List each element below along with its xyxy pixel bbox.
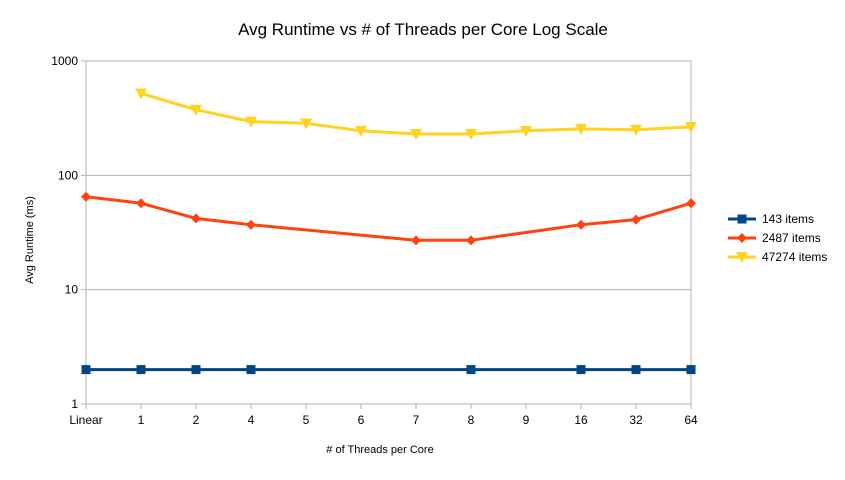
legend-marker — [737, 214, 747, 224]
data-point — [136, 365, 146, 375]
grid-lines — [86, 60, 691, 405]
data-point — [686, 198, 696, 209]
series-0 — [81, 365, 696, 375]
data-point — [191, 213, 201, 224]
data-point — [81, 191, 91, 202]
data-point — [576, 365, 586, 375]
data-point — [355, 125, 367, 137]
legend-label: 143 items — [762, 212, 814, 226]
data-point — [136, 198, 146, 209]
data-point — [686, 365, 696, 375]
legend-entry: 2487 items — [728, 231, 821, 245]
series-2 — [135, 88, 697, 140]
x-tick-label: Linear — [69, 413, 102, 427]
legend-label: 2487 items — [762, 231, 821, 245]
data-point — [191, 365, 201, 375]
data-point — [411, 235, 421, 246]
series-line — [85, 195, 692, 242]
x-axis-label: # of Threads per Core — [326, 444, 433, 456]
legend-marker — [736, 252, 748, 263]
data-point — [81, 365, 91, 375]
data-point — [631, 365, 641, 375]
data-point — [576, 219, 586, 230]
data-point — [575, 123, 587, 135]
data-point — [520, 125, 532, 137]
axes: 1 10 100 1000 Linear 1 2 4 5 6 7 8 9 16 32 64 — [51, 54, 698, 427]
data-point — [410, 128, 422, 140]
x-tick-label: 1 — [138, 413, 145, 427]
y-axis-label: Avg Runtime (ms) — [24, 196, 36, 284]
x-tick-label: 16 — [574, 413, 588, 427]
y-tick-label: 100 — [58, 168, 78, 182]
data-point — [245, 116, 257, 128]
x-tick-label: 8 — [468, 413, 475, 427]
x-tick-label: 64 — [684, 413, 698, 427]
y-tick-label: 10 — [65, 283, 79, 297]
data-point — [685, 121, 697, 133]
data-point — [246, 365, 256, 375]
x-tick-label: 6 — [358, 413, 365, 427]
legend-entry: 143 items — [728, 212, 814, 226]
data-point — [135, 88, 147, 100]
x-tick-label: 7 — [413, 413, 420, 427]
series-line — [140, 92, 692, 136]
data-point — [631, 214, 641, 225]
legend-label: 47274 items — [762, 250, 827, 264]
y-tick-label: 1000 — [51, 54, 78, 68]
data-point — [630, 124, 642, 136]
legend: 143 items 2487 items 47274 items — [728, 212, 827, 264]
legend-entry: 47274 items — [728, 250, 827, 264]
series — [81, 88, 697, 375]
x-tick-label: 4 — [248, 413, 255, 427]
y-tick-label: 1 — [71, 397, 78, 411]
data-point — [466, 235, 476, 246]
data-point — [246, 219, 256, 230]
x-tick-label: 2 — [193, 413, 200, 427]
data-point — [465, 128, 477, 140]
data-point — [300, 118, 312, 130]
x-tick-label: 5 — [303, 413, 310, 427]
data-point — [466, 365, 476, 375]
x-tick-label: 9 — [523, 413, 530, 427]
data-point — [190, 104, 202, 116]
series-1 — [81, 191, 696, 246]
x-tick-label: 32 — [629, 413, 643, 427]
legend-marker — [737, 233, 747, 243]
chart-title: Avg Runtime vs # of Threads per Core Log… — [238, 20, 608, 39]
